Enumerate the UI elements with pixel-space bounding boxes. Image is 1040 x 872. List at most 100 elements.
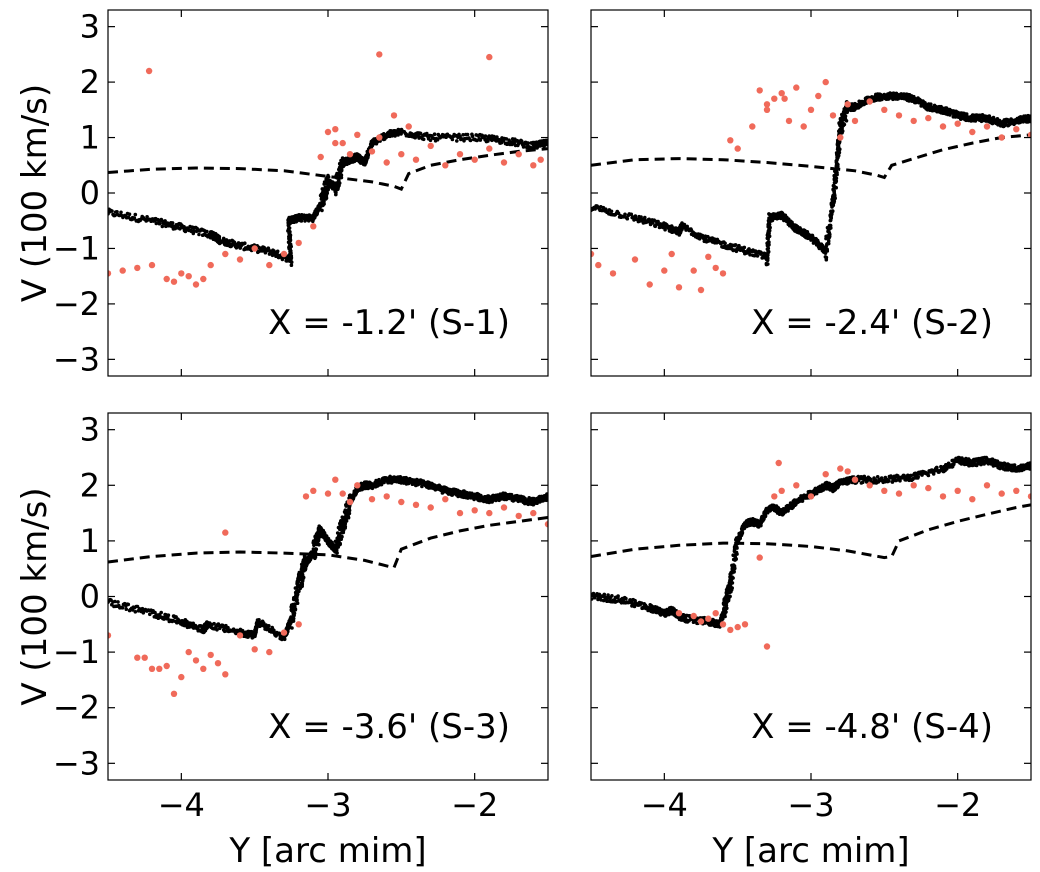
model-point: [610, 594, 614, 598]
model-point: [765, 262, 769, 266]
observed-point: [749, 123, 755, 129]
observed-point: [200, 276, 206, 282]
observed-point: [457, 510, 463, 516]
observed-point: [266, 262, 272, 268]
model-point: [317, 543, 321, 547]
model-point: [243, 241, 247, 245]
model-point: [643, 216, 647, 220]
model-point: [623, 213, 627, 217]
observed-point: [376, 134, 382, 140]
y-tick-label: 0: [80, 174, 100, 212]
model-point: [730, 586, 734, 590]
observed-point: [881, 107, 887, 113]
model-point: [829, 224, 833, 228]
y-tick-label: −1: [53, 229, 100, 267]
observed-point: [164, 276, 170, 282]
model-point: [767, 233, 771, 237]
observed-point: [149, 666, 155, 672]
model-point: [731, 581, 735, 585]
observed-point: [764, 101, 770, 107]
model-point: [741, 531, 745, 535]
observed-point: [830, 112, 836, 118]
observed-point: [208, 262, 214, 268]
observed-point: [757, 87, 763, 93]
observed-point: [325, 490, 331, 496]
observed-point: [222, 671, 228, 677]
observed-point: [332, 477, 338, 483]
observed-point: [786, 118, 792, 124]
model-point: [466, 133, 470, 137]
y-tick-label: −2: [53, 689, 100, 727]
model-point: [610, 210, 614, 214]
model-point: [723, 242, 727, 246]
model-point: [161, 225, 165, 229]
model-point: [634, 214, 638, 218]
model-point: [348, 509, 352, 513]
model-point: [290, 626, 294, 630]
model-point: [127, 603, 131, 607]
observed-point: [486, 54, 492, 60]
y-tick-label: 0: [80, 578, 100, 616]
observed-point: [347, 499, 353, 505]
observed-point: [303, 493, 309, 499]
observed-point: [134, 655, 140, 661]
observed-point: [845, 101, 851, 107]
observed-point: [516, 151, 522, 157]
panel-4: −4−3−2Y [arc mim]X = -4.8' (S-4): [589, 413, 1034, 868]
y-axis-title: V (100 km/s): [15, 487, 55, 705]
observed-point: [340, 140, 346, 146]
observed-point: [955, 121, 961, 127]
observed-point: [713, 265, 719, 271]
observed-point: [516, 513, 522, 519]
model-point: [197, 233, 201, 237]
model-point: [327, 175, 331, 179]
y-tick-label: 3: [80, 8, 100, 46]
model-point: [827, 236, 831, 240]
observed-point: [940, 123, 946, 129]
observed-point: [354, 132, 360, 138]
observed-point: [852, 118, 858, 124]
model-point: [134, 610, 138, 614]
model-point: [290, 260, 294, 264]
model-point: [824, 255, 828, 259]
model-point: [110, 209, 114, 213]
observed-point: [538, 157, 544, 163]
observed-point: [186, 649, 192, 655]
observed-point: [457, 151, 463, 157]
model-point: [276, 250, 280, 254]
observed-point: [310, 488, 316, 494]
observed-point: [354, 482, 360, 488]
observed-point: [823, 79, 829, 85]
observed-point: [178, 674, 184, 680]
observed-point: [442, 162, 448, 168]
model-point: [134, 213, 138, 217]
observed-point: [296, 621, 302, 627]
model-point: [116, 600, 120, 604]
model-point: [323, 531, 327, 535]
observed-point: [347, 151, 353, 157]
panel-annotation: X = -1.2' (S-1): [268, 303, 510, 343]
observed-point: [391, 112, 397, 118]
observed-point: [369, 496, 375, 502]
observed-point: [178, 270, 184, 276]
panel-annotation: X = -2.4' (S-2): [751, 303, 993, 343]
model-point: [835, 173, 839, 177]
observed-point: [984, 123, 990, 129]
model-point: [340, 535, 344, 539]
observed-point: [215, 660, 221, 666]
model-point: [833, 197, 837, 201]
y-tick-label: 1: [80, 119, 100, 157]
model-point: [626, 217, 630, 221]
observed-point: [252, 646, 258, 652]
y-tick-label: 3: [80, 411, 100, 449]
observed-point: [501, 159, 507, 165]
model-point: [469, 139, 473, 143]
model-point: [338, 181, 342, 185]
observed-point: [149, 262, 155, 268]
model-point: [267, 624, 271, 628]
observed-point: [252, 245, 258, 251]
observed-point: [442, 496, 448, 502]
